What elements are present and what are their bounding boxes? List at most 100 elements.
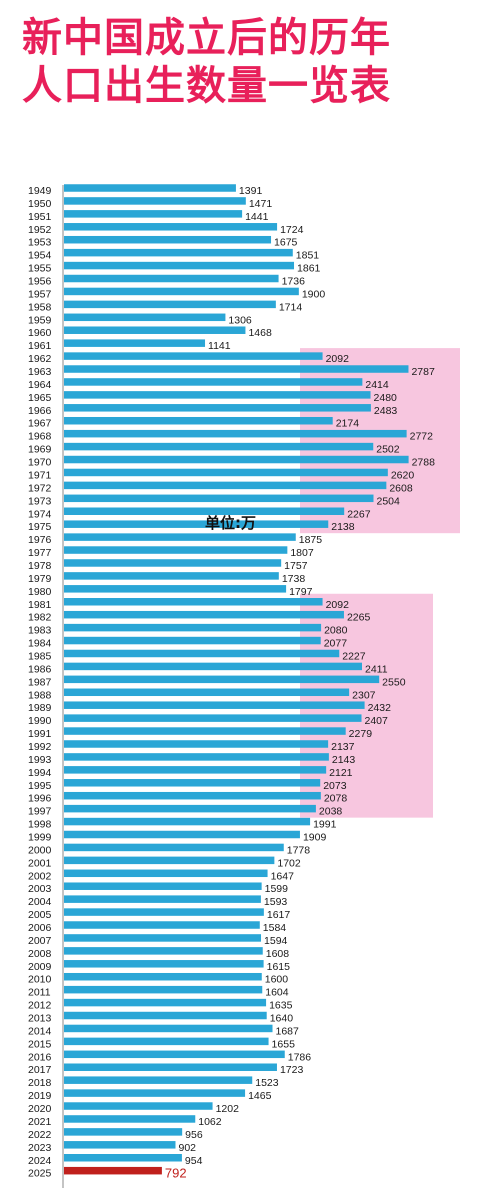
year-label: 1964 (28, 379, 52, 391)
year-label: 1972 (28, 482, 52, 494)
year-label: 1969 (28, 444, 52, 456)
value-label: 2092 (326, 353, 350, 365)
value-label: 1523 (255, 1077, 279, 1089)
year-label: 2019 (28, 1090, 52, 1102)
value-label: 2414 (365, 379, 389, 391)
value-label: 2078 (324, 793, 348, 805)
bar (64, 623, 322, 632)
bar (64, 261, 295, 270)
value-label: 1723 (280, 1064, 304, 1076)
bar (64, 688, 350, 697)
bar (64, 869, 268, 878)
year-label: 2018 (28, 1077, 52, 1089)
value-label: 1900 (302, 288, 326, 300)
year-label: 1993 (28, 754, 52, 766)
year-label: 1950 (28, 198, 52, 210)
bar (64, 1050, 285, 1059)
bar (64, 856, 275, 865)
value-label: 1640 (270, 1013, 294, 1025)
value-label: 1991 (313, 819, 337, 831)
bar (64, 804, 316, 813)
year-label: 2000 (28, 844, 52, 856)
value-label: 1736 (282, 276, 306, 288)
bar (64, 1011, 267, 1020)
bar (64, 339, 206, 347)
bar (64, 1102, 213, 1110)
year-label: 1995 (28, 780, 52, 792)
bar (64, 365, 409, 373)
value-label: 2174 (336, 418, 360, 430)
year-label: 2015 (28, 1038, 52, 1050)
year-label: 1960 (28, 327, 52, 339)
year-label: 2021 (28, 1116, 52, 1128)
value-label: 2137 (331, 741, 355, 753)
year-label: 2023 (28, 1142, 52, 1154)
value-label: 2143 (332, 754, 356, 766)
value-label: 792 (165, 1166, 187, 1181)
year-label: 1959 (28, 314, 52, 326)
bar (64, 1128, 183, 1136)
year-label: 1996 (28, 793, 52, 805)
year-label: 2006 (28, 922, 52, 934)
bar (64, 727, 346, 735)
value-label: 2432 (368, 702, 392, 714)
year-label: 1986 (28, 663, 52, 675)
year-label: 2011 (28, 987, 51, 999)
bar (64, 274, 279, 283)
year-label: 2017 (28, 1064, 52, 1076)
bar (64, 533, 296, 541)
bar (64, 1076, 253, 1084)
year-label: 1951 (28, 211, 52, 223)
value-label: 1141 (208, 340, 231, 352)
bar (64, 636, 321, 645)
year-label: 2004 (28, 896, 52, 908)
bar (64, 235, 272, 244)
value-label: 1617 (267, 909, 291, 921)
year-label: 1977 (28, 547, 52, 559)
year-label: 1971 (28, 469, 52, 481)
year-label: 1981 (28, 599, 52, 611)
value-label: 2620 (391, 469, 415, 481)
value-label: 1675 (274, 237, 298, 249)
bar (64, 546, 288, 554)
bar (64, 817, 311, 826)
value-label: 1851 (296, 250, 320, 262)
bar (64, 352, 323, 360)
year-label: 1989 (28, 702, 52, 714)
year-label: 1968 (28, 431, 52, 443)
value-label: 2307 (352, 689, 376, 701)
value-label: 1391 (239, 185, 263, 197)
year-label: 1982 (28, 612, 52, 624)
value-label: 1778 (287, 844, 311, 856)
year-label: 1991 (28, 728, 52, 740)
year-label: 1976 (28, 534, 52, 546)
year-label: 2005 (28, 909, 52, 921)
bar (64, 598, 323, 606)
bar (64, 1089, 246, 1097)
value-label: 1875 (299, 534, 323, 546)
value-label: 2411 (365, 663, 388, 675)
bar (64, 830, 300, 839)
bar (64, 753, 329, 761)
year-label: 1955 (28, 263, 52, 275)
year-label: 1970 (28, 457, 52, 469)
year-label: 1963 (28, 366, 52, 378)
year-label: 1954 (28, 250, 52, 262)
unit-label: 单位:万 (205, 514, 256, 532)
year-label: 2009 (28, 961, 52, 973)
value-label: 2480 (374, 392, 398, 404)
bar (64, 197, 246, 205)
title-line-1: 新中国成立后的历年 (22, 15, 391, 61)
value-label: 2121 (329, 767, 353, 779)
bar (64, 442, 374, 451)
bar (64, 559, 282, 567)
value-label: 1647 (271, 870, 295, 882)
bar (64, 210, 243, 218)
value-label: 2092 (326, 599, 350, 611)
value-label: 2279 (349, 728, 373, 740)
value-label: 1757 (284, 560, 308, 572)
bar (64, 468, 388, 477)
value-label: 1584 (263, 922, 287, 934)
year-label: 1952 (28, 224, 52, 236)
